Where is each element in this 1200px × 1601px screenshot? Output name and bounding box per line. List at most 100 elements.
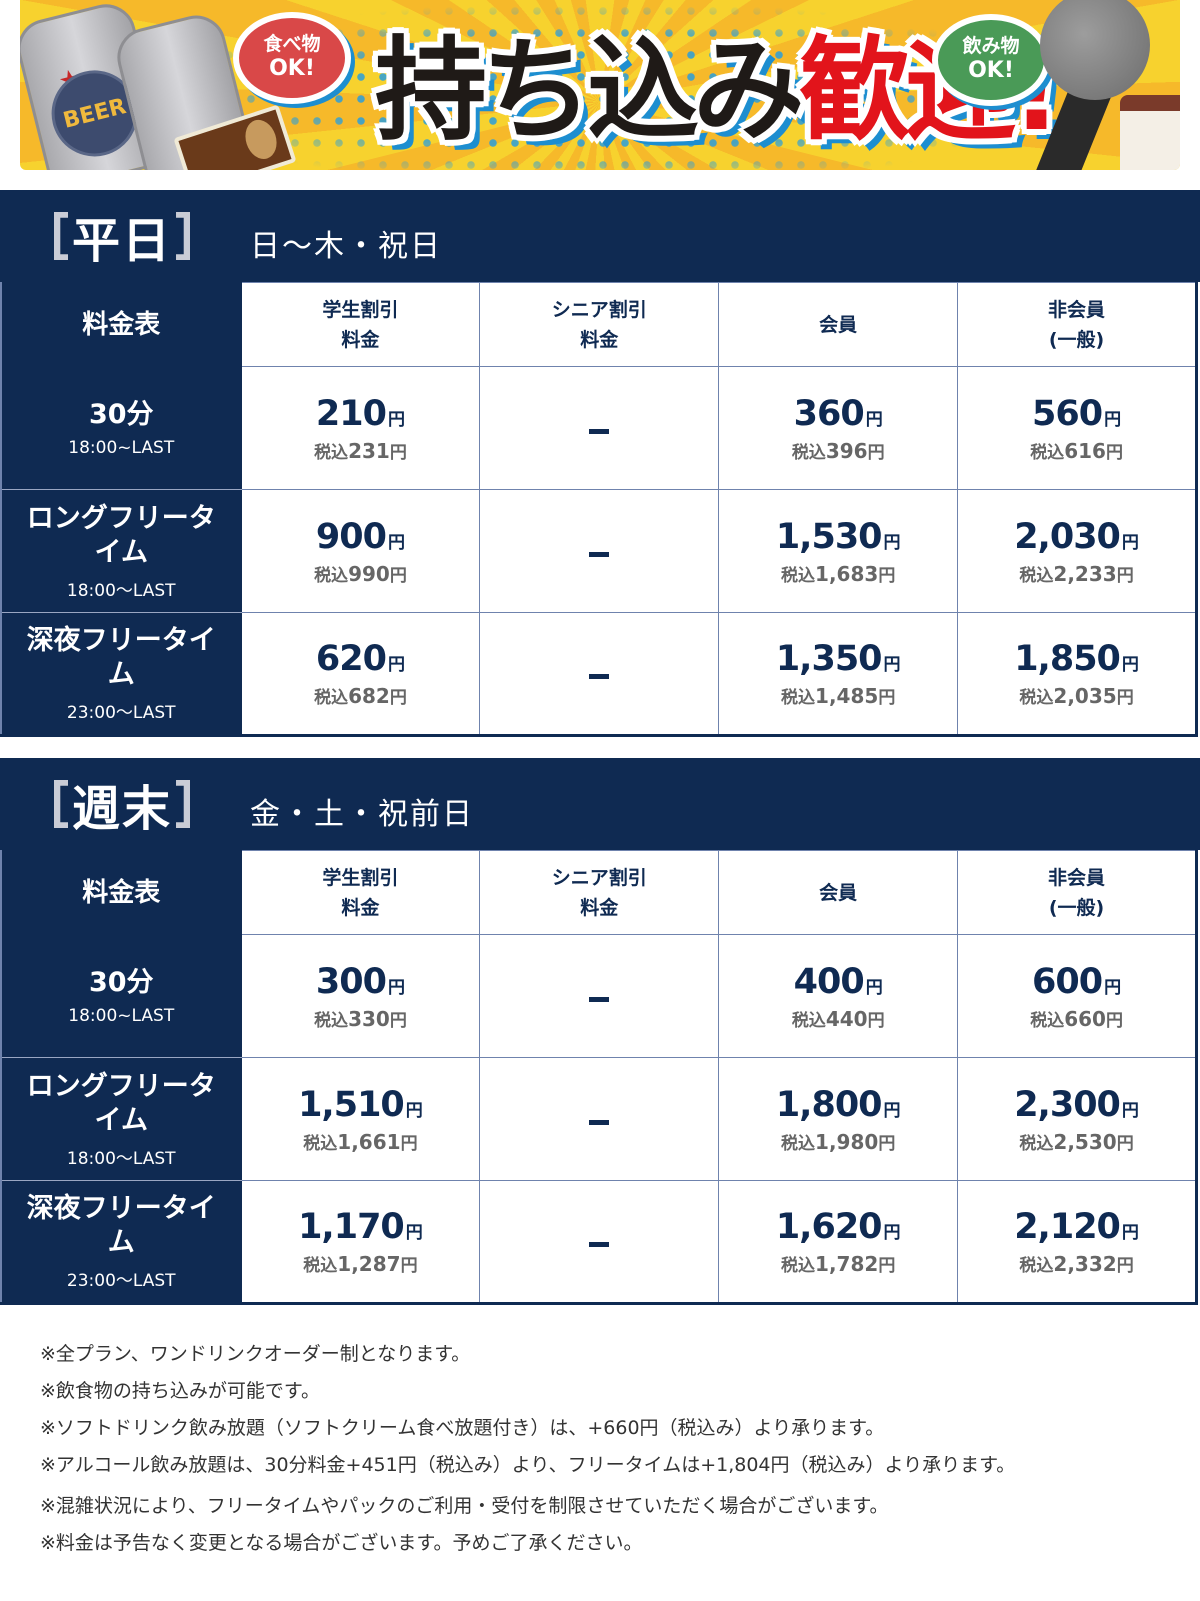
price-cell-senior	[479, 1180, 720, 1305]
price-tax-included: 税込1,287円	[303, 1252, 418, 1276]
price-cell-member: 1,530 円税込1,683円	[718, 489, 959, 613]
not-available-dash-icon	[589, 428, 610, 434]
plan-name-cell: 30分 18:00~LAST	[0, 366, 242, 490]
price-cell-member: 1,800 円税込1,980円	[718, 1057, 959, 1181]
col-header-member: 会員	[718, 282, 959, 367]
price-cell-student: 1,170 円税込1,287円	[240, 1180, 481, 1305]
weekend-title: 週末	[54, 769, 191, 839]
price-tax-included: 税込2,233円	[1019, 561, 1134, 586]
price-value: 1,510	[298, 1084, 405, 1125]
price-main: 1,800 円	[719, 1085, 957, 1125]
not-available-dash-icon	[589, 996, 610, 1002]
price-value: 1,850	[1014, 639, 1121, 679]
weekend-price-table: 料金表 学生割引 料金 シニア割引 料金 会員 非会員 (一般) 30分 18:00~L…	[0, 850, 1198, 1305]
price-main: 1,530 円	[719, 517, 957, 557]
price-value: 900	[315, 516, 387, 557]
price-value: 2,120	[1014, 1207, 1121, 1247]
footnote: ※飲食物の持ち込みが可能です。	[40, 1380, 321, 1402]
col-header-senior: シニア割引 料金	[479, 850, 720, 935]
price-main: 2,120 円	[958, 1207, 1195, 1247]
food-ok-line1: 食べ物	[263, 33, 321, 56]
price-value: 300	[315, 961, 387, 1002]
col-header-senior: シニア割引 料金	[479, 282, 720, 367]
price-cell-nonmember: 560 円税込616円	[957, 366, 1198, 490]
col-header-line1: 会員	[819, 881, 858, 904]
price-tax-included: 税込396円	[791, 438, 885, 463]
price-tax-included: 税込682円	[314, 684, 407, 708]
col-header-line1: 非会員	[1048, 866, 1106, 889]
yen-unit: 円	[1121, 1100, 1139, 1121]
col-header-line1: シニア割引	[551, 866, 647, 889]
footnote: ※混雑状況により、フリータイムやパックのご利用・受付を制限させていただく場合がご…	[40, 1495, 889, 1517]
price-cell-senior	[479, 1057, 720, 1181]
plan-name-cell: ロングフリータ イム 18:00〜LAST	[0, 489, 242, 613]
yen-unit: 円	[387, 977, 405, 998]
yen-unit: 円	[883, 1223, 901, 1243]
price-value: 1,350	[775, 639, 883, 679]
col-header-line2: 料金	[341, 328, 380, 351]
price-value: 1,620	[775, 1207, 883, 1247]
weekend-price-section: 週末 金・土・祝前日 料金表 学生割引 料金 シニア割引 料金 会員 非会員 (一般)…	[0, 758, 1200, 1305]
yen-unit: 円	[387, 532, 405, 553]
table-row: 深夜フリータイム 23:00〜LAST 620 円税込682円 1,350 円税込1,48…	[0, 612, 1198, 737]
price-value: 600	[1032, 961, 1103, 1002]
col-header-line1: 会員	[819, 313, 858, 336]
price-cell-senior	[479, 489, 720, 613]
col-header-line1: シニア割引	[551, 298, 647, 321]
table-row: ロングフリータ イム 18:00〜LAST 900 円税込990円 1,530 円税込1,6…	[0, 489, 1198, 613]
price-value: 2,300	[1014, 1084, 1121, 1125]
footnote: ※アルコール飲み放題は、30分料金+451円（税込み）より、フリータイムは+1,…	[40, 1454, 1016, 1476]
weekend-days: 金・土・祝前日	[250, 797, 475, 832]
not-available-dash-icon	[589, 1119, 610, 1125]
plan-name-cell: 深夜フリータイム 23:00〜LAST	[0, 612, 242, 737]
col-header-line1: 学生割引	[322, 298, 399, 321]
table-header-row: 料金表 学生割引 料金 シニア割引 料金 会員 非会員 (一般)	[0, 282, 1198, 367]
price-main: 1,510 円	[242, 1085, 480, 1125]
yen-unit: 円	[865, 977, 883, 998]
bracket-left-icon	[54, 212, 68, 260]
price-tax-included: 税込1,980円	[781, 1129, 896, 1154]
price-cell-student: 1,510 円税込1,661円	[240, 1057, 481, 1181]
footnotes: ※全プラン、ワンドリンクオーダー制となります。 ※飲食物の持ち込みが可能です。 …	[40, 1336, 1015, 1562]
weekday-title: 平日	[54, 201, 191, 271]
price-cell-nonmember: 600 円税込660円	[957, 934, 1198, 1058]
plan-name: ロングフリータ イム	[26, 1070, 216, 1136]
price-value: 1,800	[775, 1084, 883, 1125]
plan-time: 18:00~LAST	[68, 1006, 175, 1026]
price-value: 1,170	[298, 1207, 405, 1247]
col-header-line2: 料金	[580, 896, 619, 919]
price-value: 1,530	[775, 516, 883, 557]
price-tax-included: 税込330円	[314, 1006, 407, 1031]
price-main: 210 円	[242, 394, 480, 434]
price-main: 1,620 円	[719, 1207, 957, 1247]
plan-name-cell: ロングフリータ イム 18:00〜LAST	[0, 1057, 242, 1181]
bracket-left-icon	[54, 780, 68, 828]
plan-time: 18:00〜LAST	[66, 1148, 176, 1169]
price-main: 1,170 円	[242, 1207, 480, 1247]
price-main: 360 円	[719, 394, 957, 434]
corner-header: 料金表	[0, 850, 242, 935]
plan-name-cell: 深夜フリータイム 23:00〜LAST	[0, 1180, 242, 1305]
yen-unit: 円	[387, 409, 405, 430]
weekday-days: 日〜木・祝日	[250, 229, 443, 264]
col-header-line1: 学生割引	[322, 866, 399, 889]
drink-ok-line2: OK!	[968, 58, 1014, 84]
price-cell-nonmember: 2,030 円税込2,233円	[957, 489, 1198, 613]
headline-black-text: 持ち込み	[375, 26, 805, 156]
col-header-line2: 料金	[341, 896, 380, 919]
col-header-student: 学生割引 料金	[240, 850, 481, 935]
price-value: 620	[315, 639, 387, 679]
table-row: ロングフリータ イム 18:00〜LAST 1,510 円税込1,661円 1,800 円税…	[0, 1057, 1198, 1181]
yen-unit: 円	[1121, 532, 1139, 553]
col-header-member: 会員	[718, 850, 959, 935]
price-main: 1,350 円	[719, 639, 957, 679]
microphone-icon	[1040, 0, 1150, 100]
price-cell-nonmember: 1,850 円税込2,035円	[957, 612, 1198, 737]
plan-name-cell: 30分 18:00~LAST	[0, 934, 242, 1058]
yen-unit: 円	[1104, 409, 1122, 430]
price-tax-included: 税込1,782円	[781, 1252, 896, 1276]
footnote: ※全プラン、ワンドリンクオーダー制となります。	[40, 1343, 471, 1365]
price-tax-included: 税込616円	[1030, 438, 1123, 463]
plan-time: 18:00〜LAST	[66, 580, 176, 601]
